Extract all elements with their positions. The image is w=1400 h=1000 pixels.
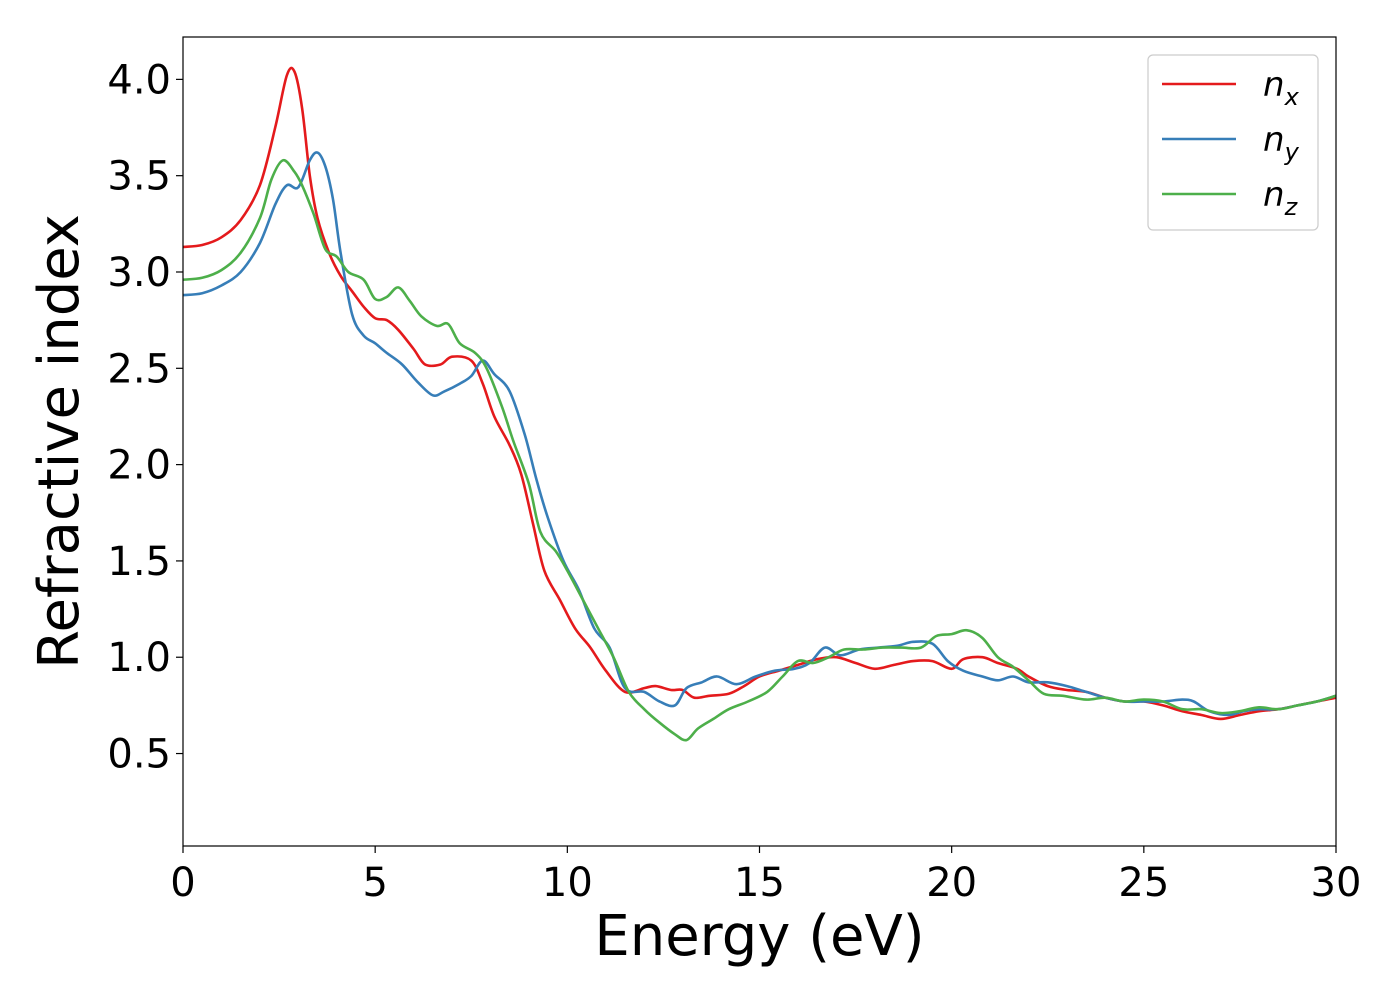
legend-label-subscript: y <box>1284 138 1300 166</box>
series-line-nz <box>182 158 1337 742</box>
legend-label-subscript: z <box>1284 193 1299 221</box>
y-tick-label: 4.0 <box>107 57 171 103</box>
legend-label: ny <box>1263 120 1300 166</box>
x-axis-label: Energy (eV) <box>594 904 924 969</box>
y-tick-label: 3.0 <box>107 250 171 296</box>
y-tick-label: 1.5 <box>107 539 171 585</box>
y-axis-ticks: 0.5 1.0 1.5 2.0 2.5 3.0 3.5 4.0 <box>107 57 183 778</box>
plot-frame <box>182 36 1337 847</box>
y-tick-label: 0.5 <box>107 732 171 778</box>
legend-label-base: n <box>1263 65 1285 105</box>
y-tick-label: 3.5 <box>107 154 171 200</box>
legend-label-subscript: x <box>1284 83 1300 111</box>
legend-label: nz <box>1263 175 1299 221</box>
y-axis-label: Refractive index <box>27 214 92 669</box>
x-tick-label: 30 <box>1311 860 1362 906</box>
y-tick-label: 1.0 <box>107 635 171 681</box>
legend-label-base: n <box>1263 120 1285 160</box>
legend-box <box>1147 54 1319 231</box>
series-lines <box>182 66 1337 742</box>
x-tick-label: 25 <box>1118 860 1169 906</box>
x-tick-label: 15 <box>734 860 785 906</box>
legend-label-base: n <box>1263 175 1285 215</box>
x-tick-label: 10 <box>542 860 593 906</box>
legend-label: nx <box>1263 65 1300 111</box>
y-tick-label: 2.0 <box>107 443 171 489</box>
x-axis-ticks: 0 5 10 15 20 25 30 <box>170 846 1361 906</box>
x-tick-label: 20 <box>926 860 977 906</box>
x-tick-label: 0 <box>170 860 195 906</box>
x-tick-label: 5 <box>362 860 387 906</box>
y-tick-label: 2.5 <box>107 346 171 392</box>
